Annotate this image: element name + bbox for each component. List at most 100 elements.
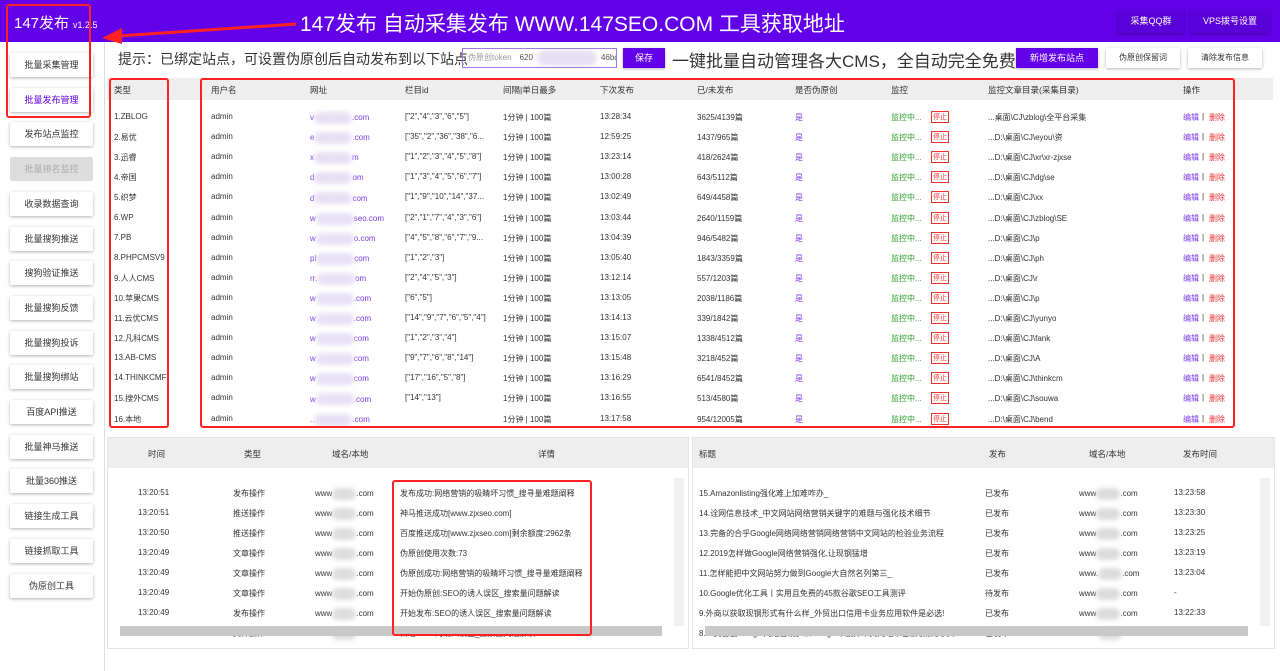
- site-url[interactable]: w .com: [310, 292, 371, 305]
- delete-link[interactable]: 删除: [1209, 253, 1225, 263]
- stop-button[interactable]: 停止: [931, 352, 949, 365]
- delete-link[interactable]: 删除: [1209, 354, 1225, 364]
- delete-link[interactable]: 删除: [1209, 213, 1225, 223]
- stop-button[interactable]: 停止: [931, 211, 949, 224]
- stop-button[interactable]: 停止: [931, 131, 949, 144]
- edit-link[interactable]: 编辑: [1183, 334, 1199, 344]
- site-type: 14.THINKCMF: [114, 373, 167, 383]
- table-row: 9.人人CMS admin rr. om ["2","4","5","3"] 1分钟 | …: [107, 269, 1273, 289]
- site-type: 3.迅睿: [114, 153, 137, 163]
- delete-link[interactable]: 删除: [1209, 153, 1225, 163]
- username: admin: [211, 232, 233, 242]
- token-input[interactable]: 伪原创token 620 46bd4: [462, 48, 617, 68]
- sidebar-item[interactable]: 百度API推送: [10, 400, 93, 424]
- delete-link[interactable]: 删除: [1209, 414, 1225, 424]
- site-url[interactable]: w .com: [310, 393, 371, 406]
- url-prefix: w: [310, 334, 316, 344]
- qq-group-button[interactable]: 采集QQ群: [1118, 10, 1184, 33]
- edit-link[interactable]: 编辑: [1183, 394, 1199, 404]
- stop-button[interactable]: 停止: [931, 392, 949, 405]
- edit-link[interactable]: 编辑: [1183, 374, 1199, 384]
- log_panel-vscrollbar[interactable]: [674, 478, 684, 626]
- site-url[interactable]: e .com: [310, 132, 370, 145]
- vps-settings-button[interactable]: VPS拨号设置: [1190, 10, 1270, 33]
- publish_panel-vscrollbar[interactable]: [1260, 478, 1270, 626]
- site-url[interactable]: d com: [310, 192, 368, 205]
- delete-link[interactable]: 删除: [1209, 233, 1225, 243]
- delete-link[interactable]: 删除: [1209, 394, 1225, 404]
- edit-link[interactable]: 编辑: [1183, 253, 1199, 263]
- sidebar-item[interactable]: 批量360推送: [10, 469, 93, 494]
- sidebar-item[interactable]: 批量搜狗反馈: [10, 295, 93, 320]
- sidebar-item[interactable]: 批量发布管理: [10, 87, 93, 112]
- sidebar-item[interactable]: 批量采集管理: [10, 53, 93, 77]
- column-header: 操作: [1183, 85, 1201, 95]
- edit-link[interactable]: 编辑: [1183, 193, 1199, 203]
- site-url[interactable]: w com: [310, 333, 369, 346]
- site-url[interactable]: w com: [310, 353, 369, 366]
- stop-button[interactable]: 停止: [931, 251, 949, 264]
- edit-link[interactable]: 编辑: [1183, 153, 1199, 163]
- site-type: 8.PHPCMSV9: [114, 252, 165, 262]
- keep-words-button[interactable]: 伪原创保留词: [1106, 48, 1180, 68]
- edit-link[interactable]: 编辑: [1183, 414, 1199, 424]
- sidebar-item[interactable]: 链接生成工具: [10, 504, 93, 529]
- log_panel-hscrollbar[interactable]: [120, 626, 662, 636]
- site-url[interactable]: w seo.com: [310, 212, 384, 225]
- site-url[interactable]: d om: [310, 172, 364, 185]
- sidebar-item[interactable]: 发布站点监控: [10, 122, 93, 147]
- sidebar-item[interactable]: 收录数据查询: [10, 191, 93, 216]
- delete-link[interactable]: 删除: [1209, 293, 1225, 303]
- stop-button[interactable]: 停止: [931, 271, 949, 284]
- delete-link[interactable]: 删除: [1209, 273, 1225, 283]
- publish_panel-hscrollbar[interactable]: [705, 626, 1248, 636]
- save-button[interactable]: 保存: [623, 48, 665, 68]
- site-url[interactable]: .. .com: [310, 413, 370, 426]
- stop-button[interactable]: 停止: [931, 231, 949, 244]
- delete-link[interactable]: 删除: [1209, 113, 1225, 122]
- stop-button[interactable]: 停止: [931, 332, 949, 345]
- edit-link[interactable]: 编辑: [1183, 173, 1199, 183]
- site-url[interactable]: w .com: [310, 313, 371, 325]
- delete-link[interactable]: 删除: [1209, 133, 1225, 143]
- sidebar-item[interactable]: 批量搜狗推送: [10, 226, 93, 251]
- stop-button[interactable]: 停止: [931, 171, 949, 184]
- stop-button[interactable]: 停止: [931, 312, 949, 324]
- add-site-button[interactable]: 新增发布站点: [1016, 48, 1098, 68]
- delete-link[interactable]: 删除: [1209, 334, 1225, 344]
- cell: 已发布: [985, 489, 1009, 498]
- cell: 伪原创使用次数:73: [400, 549, 468, 558]
- edit-link[interactable]: 编辑: [1183, 133, 1199, 143]
- sidebar-item[interactable]: 批量搜狗绑站: [10, 365, 93, 390]
- delete-link[interactable]: 删除: [1209, 193, 1225, 203]
- edit-link[interactable]: 编辑: [1183, 213, 1199, 223]
- site-url[interactable]: v .com: [310, 112, 369, 124]
- site-url[interactable]: w com: [310, 373, 369, 386]
- edit-link[interactable]: 编辑: [1183, 233, 1199, 243]
- site-url[interactable]: pl com: [310, 252, 369, 265]
- edit-link[interactable]: 编辑: [1183, 293, 1199, 303]
- stop-button[interactable]: 停止: [931, 291, 949, 304]
- clear-info-button[interactable]: 清除发布信息: [1188, 48, 1262, 68]
- username: admin: [211, 292, 233, 302]
- sidebar-item[interactable]: 批量搜狗投诉: [10, 330, 93, 355]
- sidebar-item[interactable]: 伪原创工具: [10, 573, 93, 598]
- site-url[interactable]: rr. om: [310, 272, 366, 285]
- sidebar-item[interactable]: 批量神马推送: [10, 434, 93, 459]
- edit-link[interactable]: 编辑: [1183, 113, 1199, 122]
- sidebar-item[interactable]: 搜狗验证推送: [10, 261, 93, 286]
- edit-link[interactable]: 编辑: [1183, 273, 1199, 283]
- delete-link[interactable]: 删除: [1209, 374, 1225, 384]
- edit-link[interactable]: 编辑: [1183, 314, 1199, 323]
- site-url[interactable]: w o.com: [310, 232, 376, 245]
- stop-button[interactable]: 停止: [931, 372, 949, 385]
- sidebar-item[interactable]: 链接抓取工具: [10, 538, 93, 563]
- delete-link[interactable]: 删除: [1209, 314, 1225, 323]
- stop-button[interactable]: 停止: [931, 191, 949, 204]
- stop-button[interactable]: 停止: [931, 111, 949, 123]
- stop-button[interactable]: 停止: [931, 412, 949, 425]
- delete-link[interactable]: 删除: [1209, 173, 1225, 183]
- stop-button[interactable]: 停止: [931, 151, 949, 164]
- edit-link[interactable]: 编辑: [1183, 354, 1199, 364]
